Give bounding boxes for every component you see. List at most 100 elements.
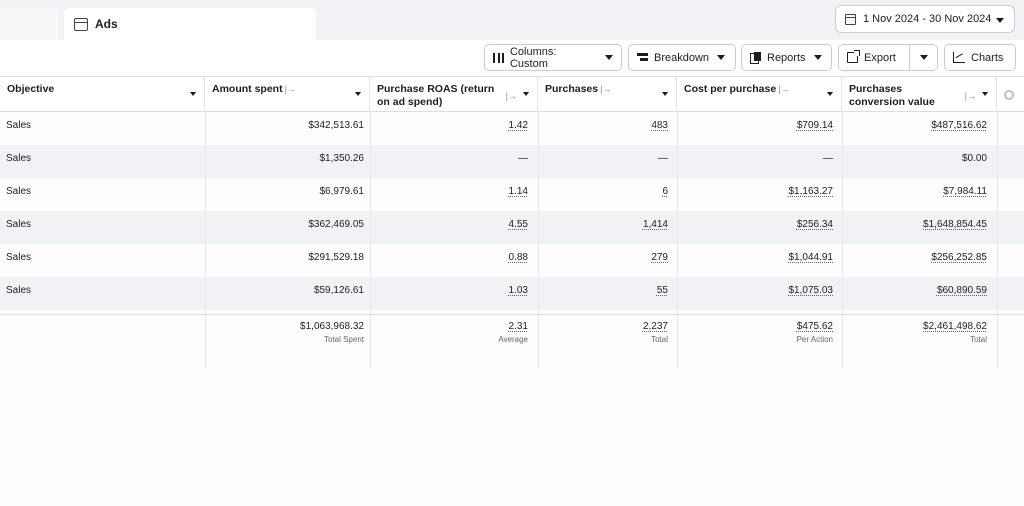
cell-purchases[interactable]: 55 bbox=[656, 285, 668, 296]
cell-purchases[interactable]: 1,414 bbox=[642, 219, 668, 230]
export-icon bbox=[847, 50, 860, 63]
column-header-purchases[interactable]: Purchases |→ bbox=[538, 77, 677, 112]
chevron-down-icon bbox=[827, 92, 833, 96]
cell-conversion-value: $0.00 bbox=[961, 153, 987, 164]
total-conversion-value: $2,461,498.62 Total bbox=[923, 321, 987, 344]
cell-amount-spent: $342,513.61 bbox=[308, 120, 364, 131]
export-button[interactable]: Export bbox=[838, 44, 910, 71]
column-divider bbox=[997, 112, 998, 368]
column-divider bbox=[842, 112, 843, 368]
column-header-label: Purchases conversion value bbox=[849, 83, 935, 108]
report-toolbar: Columns: Custom Breakdown Reports Export… bbox=[0, 40, 1024, 76]
total-value: 2.31 bbox=[508, 321, 528, 332]
total-caption: Per Action bbox=[796, 335, 833, 344]
breakdown-button-label: Breakdown bbox=[654, 51, 710, 64]
table-totals-row: $1,063,968.32 Total Spent 2.31 Average 2… bbox=[0, 314, 1024, 368]
cell-cost-per-purchase[interactable]: $709.14 bbox=[796, 120, 833, 131]
column-header-objective[interactable]: Objective bbox=[0, 77, 205, 112]
cell-objective: Sales bbox=[6, 285, 32, 296]
column-header-purchase-roas[interactable]: Purchase ROAS (return on ad spend) |→ bbox=[370, 77, 538, 112]
calendar-icon bbox=[845, 13, 856, 25]
cell-purchase-roas[interactable]: 0.88 bbox=[508, 252, 528, 263]
column-header-label: Purchase ROAS (return on ad spend) bbox=[377, 83, 495, 108]
pin-column-icon: |→ bbox=[505, 91, 517, 101]
table-row[interactable]: Sales $362,469.05 4.55 1,414 $256.34 $1,… bbox=[0, 211, 1024, 244]
cell-purchase-roas[interactable]: 4.55 bbox=[508, 219, 528, 230]
column-header-label: Purchases bbox=[545, 83, 599, 95]
cell-objective: Sales bbox=[6, 186, 32, 197]
chevron-down-icon bbox=[190, 92, 196, 96]
cell-purchases[interactable]: 483 bbox=[651, 120, 668, 131]
chart-icon bbox=[953, 52, 965, 63]
column-header-cost-per-purchase[interactable]: Cost per purchase |→ bbox=[677, 77, 842, 112]
tab-previous[interactable] bbox=[0, 8, 58, 40]
total-caption: Total bbox=[651, 335, 668, 344]
date-range-label: 1 Nov 2024 - 30 Nov 2024 bbox=[863, 13, 992, 25]
reports-icon bbox=[750, 52, 761, 64]
chevron-down-icon bbox=[717, 55, 726, 60]
column-settings-icon[interactable] bbox=[1004, 90, 1014, 100]
cell-conversion-value[interactable]: $487,516.62 bbox=[931, 120, 987, 131]
cell-cost-per-purchase[interactable]: $1,075.03 bbox=[788, 285, 834, 296]
total-caption: Total bbox=[970, 335, 987, 344]
cell-conversion-value[interactable]: $7,984.11 bbox=[943, 186, 987, 197]
chevron-down-icon bbox=[605, 55, 613, 60]
column-header-purchases-conversion-value[interactable]: Purchases conversion value |→ bbox=[842, 77, 997, 112]
total-value: 2,237 bbox=[642, 321, 668, 332]
cell-cost-per-purchase: — bbox=[823, 153, 833, 164]
total-value: $2,461,498.62 bbox=[923, 321, 987, 332]
chevron-down-icon bbox=[355, 92, 361, 96]
pin-column-icon: |→ bbox=[284, 84, 296, 94]
cell-purchase-roas: — bbox=[518, 153, 528, 164]
date-range-picker[interactable]: 1 Nov 2024 - 30 Nov 2024 bbox=[835, 5, 1015, 33]
columns-icon bbox=[493, 52, 504, 63]
table-row[interactable]: Sales $59,126.61 1.03 55 $1,075.03 $60,8… bbox=[0, 277, 1024, 310]
cell-objective: Sales bbox=[6, 219, 32, 230]
cell-conversion-value[interactable]: $60,890.59 bbox=[936, 285, 987, 296]
cell-conversion-value[interactable]: $1,648,854.45 bbox=[923, 219, 987, 230]
ads-window-icon bbox=[74, 17, 88, 31]
export-button-label: Export bbox=[864, 51, 896, 64]
total-amount-spent: $1,063,968.32 Total Spent bbox=[300, 321, 364, 344]
reports-button[interactable]: Reports bbox=[741, 44, 832, 71]
cell-purchase-roas[interactable]: 1.03 bbox=[508, 285, 528, 296]
table-row[interactable]: Sales $291,529.18 0.88 279 $1,044.91 $25… bbox=[0, 244, 1024, 277]
column-divider bbox=[205, 112, 206, 368]
cell-amount-spent: $6,979.61 bbox=[319, 186, 365, 197]
chevron-down-icon bbox=[662, 92, 668, 96]
column-header-label: Cost per purchase bbox=[684, 83, 777, 95]
cell-objective: Sales bbox=[6, 252, 32, 263]
total-cost-per-purchase: $475.62 Per Action bbox=[797, 321, 833, 344]
tab-ads[interactable]: Ads bbox=[64, 8, 316, 40]
cell-cost-per-purchase[interactable]: $1,163.27 bbox=[788, 186, 834, 197]
table-row[interactable]: Sales $342,513.61 1.42 483 $709.14 $487,… bbox=[0, 112, 1024, 145]
breakdown-icon bbox=[637, 52, 648, 63]
export-options-button[interactable] bbox=[909, 44, 938, 71]
chevron-down-icon bbox=[996, 18, 1004, 23]
cell-objective: Sales bbox=[6, 120, 32, 131]
cell-cost-per-purchase[interactable]: $256.34 bbox=[796, 219, 833, 230]
columns-button[interactable]: Columns: Custom bbox=[484, 44, 622, 71]
table-header: Objective Amount spent |→ Purchase ROAS (… bbox=[0, 76, 1024, 112]
total-value: $1,063,968.32 bbox=[300, 321, 364, 332]
cell-purchase-roas[interactable]: 1.14 bbox=[508, 186, 528, 197]
breakdown-button[interactable]: Breakdown bbox=[628, 44, 736, 71]
column-header-amount-spent[interactable]: Amount spent |→ bbox=[205, 77, 370, 112]
total-purchases: 2,237 Total bbox=[643, 321, 668, 344]
cell-amount-spent: $362,469.05 bbox=[308, 219, 364, 230]
column-divider bbox=[370, 112, 371, 368]
table-row[interactable]: Sales $1,350.26 — — — $0.00 bbox=[0, 145, 1024, 178]
cell-cost-per-purchase[interactable]: $1,044.91 bbox=[788, 252, 834, 263]
cell-conversion-value[interactable]: $256,252.85 bbox=[931, 252, 987, 263]
cell-amount-spent: $1,350.26 bbox=[319, 153, 365, 164]
column-header-label: Objective bbox=[7, 83, 55, 95]
charts-button[interactable]: Charts bbox=[944, 44, 1016, 71]
top-tab-bar: Ads 1 Nov 2024 - 30 Nov 2024 bbox=[0, 0, 1024, 40]
cell-purchases[interactable]: 279 bbox=[651, 252, 668, 263]
cell-purchases[interactable]: 6 bbox=[662, 186, 668, 197]
cell-amount-spent: $291,529.18 bbox=[308, 252, 364, 263]
cell-purchase-roas[interactable]: 1.42 bbox=[508, 120, 528, 131]
chevron-down-icon bbox=[982, 92, 988, 96]
total-purchase-roas: 2.31 Average bbox=[498, 321, 528, 344]
table-row[interactable]: Sales $6,979.61 1.14 6 $1,163.27 $7,984.… bbox=[0, 178, 1024, 211]
